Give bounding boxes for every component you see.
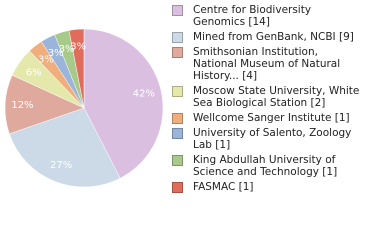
legend-label: Mined from GenBank, NCBI [9] [193,31,354,43]
legend-swatch [172,182,183,193]
legend-label: University of Salento, Zoology Lab [1] [193,127,352,151]
legend-swatch [172,86,183,97]
legend-swatch [172,128,183,139]
slice-label: 6% [26,67,42,78]
legend-label: Moscow State University, White Sea Biolo… [193,85,360,109]
legend-label: Centre for Biodiversity Genomics [14] [193,4,312,28]
legend-label: Smithsonian Institution, National Museum… [193,46,341,82]
pie-slice [83,28,164,179]
slice-label: 3% [48,48,64,59]
slice-label: 42% [133,88,155,99]
slice-label: 3% [59,44,75,55]
legend-swatch [172,47,183,58]
pie-slice [9,107,121,188]
legend-item: Wellcome Sanger Institute [1] [172,112,372,124]
pie-slice [4,74,85,135]
legend-item: Centre for Biodiversity Genomics [14] [172,4,372,28]
slice-label: 3% [70,42,86,53]
pie-chart: 42%27%12%6%3%3%3%3% [4,28,164,188]
slice-label: 3% [38,55,54,66]
slice-label: 27% [50,160,72,171]
legend-label: King Abdullah University of Science and … [193,154,338,178]
legend-swatch [172,155,183,166]
slice-label: 12% [11,100,33,111]
legend-swatch [172,32,183,43]
legend-item: Moscow State University, White Sea Biolo… [172,85,372,109]
legend-item: Mined from GenBank, NCBI [9] [172,31,372,43]
legend-swatch [172,113,183,124]
legend-item: King Abdullah University of Science and … [172,154,372,178]
pie-slice [68,28,85,109]
legend: Centre for Biodiversity Genomics [14] Min… [172,4,372,196]
legend-label: FASMAC [1] [193,181,254,193]
legend-item: Smithsonian Institution, National Museum… [172,46,372,82]
legend-item: FASMAC [1] [172,181,372,193]
legend-swatch [172,5,183,16]
legend-item: University of Salento, Zoology Lab [1] [172,127,372,151]
legend-label: Wellcome Sanger Institute [1] [193,112,350,124]
